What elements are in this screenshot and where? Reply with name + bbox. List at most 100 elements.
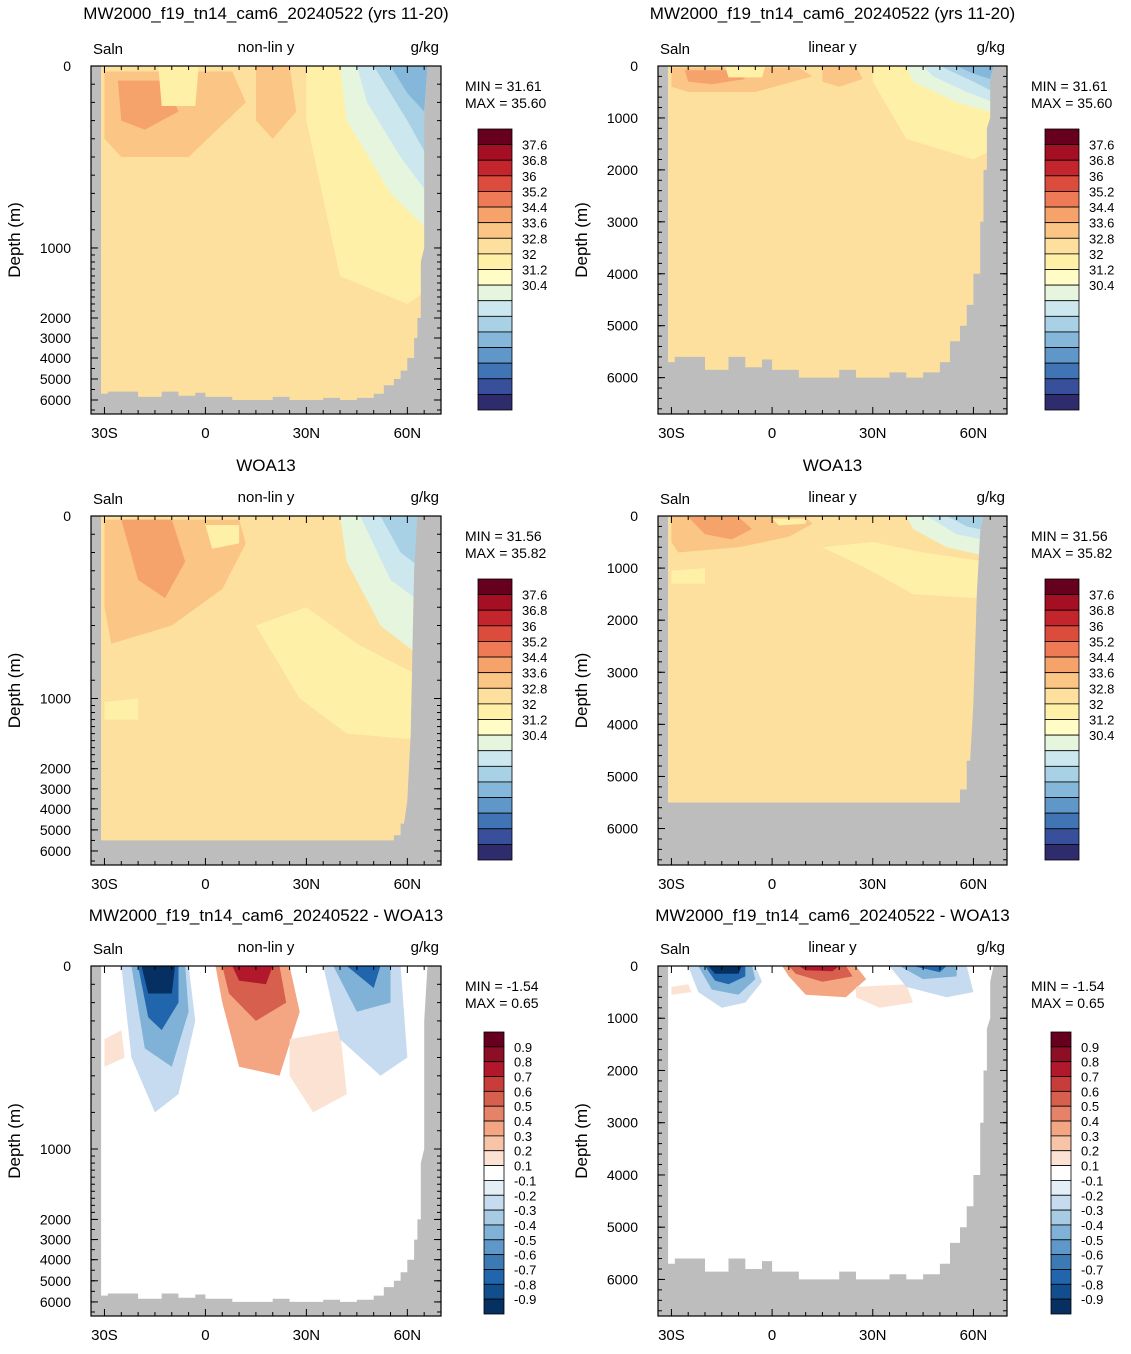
min-value: MIN = -1.54: [1031, 978, 1105, 994]
salinity-contour: [822, 542, 994, 600]
anomaly-contour: [222, 966, 287, 1021]
colorbar-segment: [477, 578, 513, 596]
colorbar-label: 37.6: [522, 588, 547, 603]
ocean-fill: [668, 966, 994, 1316]
colorbar-label: -0.1: [514, 1173, 536, 1188]
colorbar-segment: [477, 315, 513, 333]
colorbar-segment: [1044, 362, 1080, 380]
colorbar-label: 33.6: [522, 216, 547, 231]
colorbar-label: 35.2: [522, 634, 547, 649]
axis-mode-label: linear y: [808, 489, 857, 506]
colorbar-label: -0.4: [1081, 1218, 1103, 1233]
salinity-contour: [121, 519, 186, 599]
colorbar-segment: [477, 300, 513, 317]
colorbar-segment: [477, 144, 513, 161]
colorbar-segment: [483, 1269, 505, 1285]
colorbar-label: 34.4: [522, 200, 547, 215]
units-label: g/kg: [411, 489, 439, 506]
max-value: MAX = 35.82: [465, 545, 547, 561]
colorbar-segment: [483, 1224, 505, 1241]
y-axis-label: Depth (m): [572, 653, 591, 729]
colorbar-segment: [477, 641, 513, 658]
salinity-contour: [158, 66, 199, 106]
y-tick-label: 0: [63, 508, 71, 524]
y-tick-label: 2000: [40, 761, 71, 777]
colorbar-label: 31.2: [1089, 713, 1114, 728]
colorbar-segment: [1050, 1061, 1072, 1077]
y-tick-label: 6000: [40, 843, 71, 859]
colorbar-label: 35.2: [1089, 634, 1114, 649]
colorbar-label: 30.4: [1089, 728, 1114, 743]
colorbar-label: 32.8: [522, 681, 547, 696]
plot-area: [658, 66, 1007, 414]
salinity-contour: [725, 66, 766, 78]
colorbar-segment: [1044, 750, 1080, 767]
colorbar-segment: [1050, 1283, 1072, 1300]
salinity-contour: [255, 66, 297, 139]
colorbar-segment: [477, 331, 513, 348]
salinity-contour: [205, 525, 240, 549]
y-axis-label: Depth (m): [5, 202, 24, 278]
land-mask: [658, 66, 1007, 414]
colorbar-segment: [477, 253, 513, 270]
colorbar-label: 0.2: [1081, 1144, 1099, 1159]
colorbar-segment: [483, 1165, 505, 1181]
colorbar-label: 0.2: [514, 1144, 532, 1159]
axis-mode-label: non-lin y: [238, 39, 295, 56]
colorbar-label: 0.9: [514, 1040, 532, 1055]
land-strip-left: [658, 516, 669, 865]
x-tick-label: 30N: [859, 876, 887, 893]
panel-model-nonlin: MW2000_f19_tn14_cam6_20240522 (yrs 11-20…: [5, 4, 547, 442]
y-tick-label: 2000: [40, 1211, 71, 1227]
land-strip-left: [91, 516, 102, 865]
variable-label: Saln: [660, 41, 690, 58]
colorbar-segment: [1050, 1239, 1072, 1256]
colorbar-segment: [477, 719, 513, 736]
colorbar-label: 32: [1089, 247, 1103, 262]
x-tick-label: 60N: [394, 1327, 422, 1344]
anomaly-contour: [913, 966, 947, 973]
axis-mode-label: non-lin y: [238, 939, 295, 956]
colorbar-segment: [477, 797, 513, 814]
colorbar-segment: [477, 781, 513, 798]
colorbar-label: 37.6: [1089, 138, 1114, 153]
x-tick-label: 0: [768, 1327, 776, 1344]
colorbar-segment: [477, 362, 513, 380]
colorbar-segment: [1044, 781, 1080, 798]
colorbar-label: 0.3: [1081, 1129, 1099, 1144]
x-tick-label: 30S: [658, 1327, 685, 1344]
anomaly-contour: [708, 966, 742, 974]
colorbar-segment: [477, 206, 513, 224]
colorbar-segment: [483, 1105, 505, 1122]
colorbar-segment: [477, 750, 513, 767]
y-axis-label: Depth (m): [572, 202, 591, 278]
colorbar-segment: [1044, 253, 1080, 270]
ocean-fill: [668, 66, 994, 414]
colorbar-label: -0.9: [1081, 1292, 1103, 1307]
salinity-contour: [104, 698, 139, 720]
colorbar-segment: [1044, 687, 1080, 705]
colorbar-segment: [477, 175, 513, 192]
variable-label: Saln: [93, 491, 123, 508]
colorbar-segment: [1050, 1298, 1072, 1315]
colorbar-label: -0.5: [1081, 1233, 1103, 1248]
salinity-contour: [255, 607, 428, 741]
colorbar-label: 0.1: [1081, 1159, 1099, 1174]
y-tick-label: 2000: [40, 310, 71, 326]
y-tick-label: 3000: [40, 781, 71, 797]
colorbar-label: 30.4: [522, 728, 547, 743]
colorbar-segment: [483, 1194, 505, 1211]
colorbar-label: 32.8: [522, 231, 547, 246]
plot-area: [91, 66, 441, 414]
colorbar-segment: [1050, 1269, 1072, 1285]
max-value: MAX = 0.65: [465, 995, 539, 1011]
y-tick-label: 4000: [607, 1167, 638, 1183]
colorbar-label: -0.3: [514, 1203, 536, 1218]
variable-label: Saln: [660, 941, 690, 958]
colorbar-segment: [1050, 1224, 1072, 1241]
colorbar-label: 33.6: [1089, 216, 1114, 231]
colorbar-segment: [477, 656, 513, 674]
